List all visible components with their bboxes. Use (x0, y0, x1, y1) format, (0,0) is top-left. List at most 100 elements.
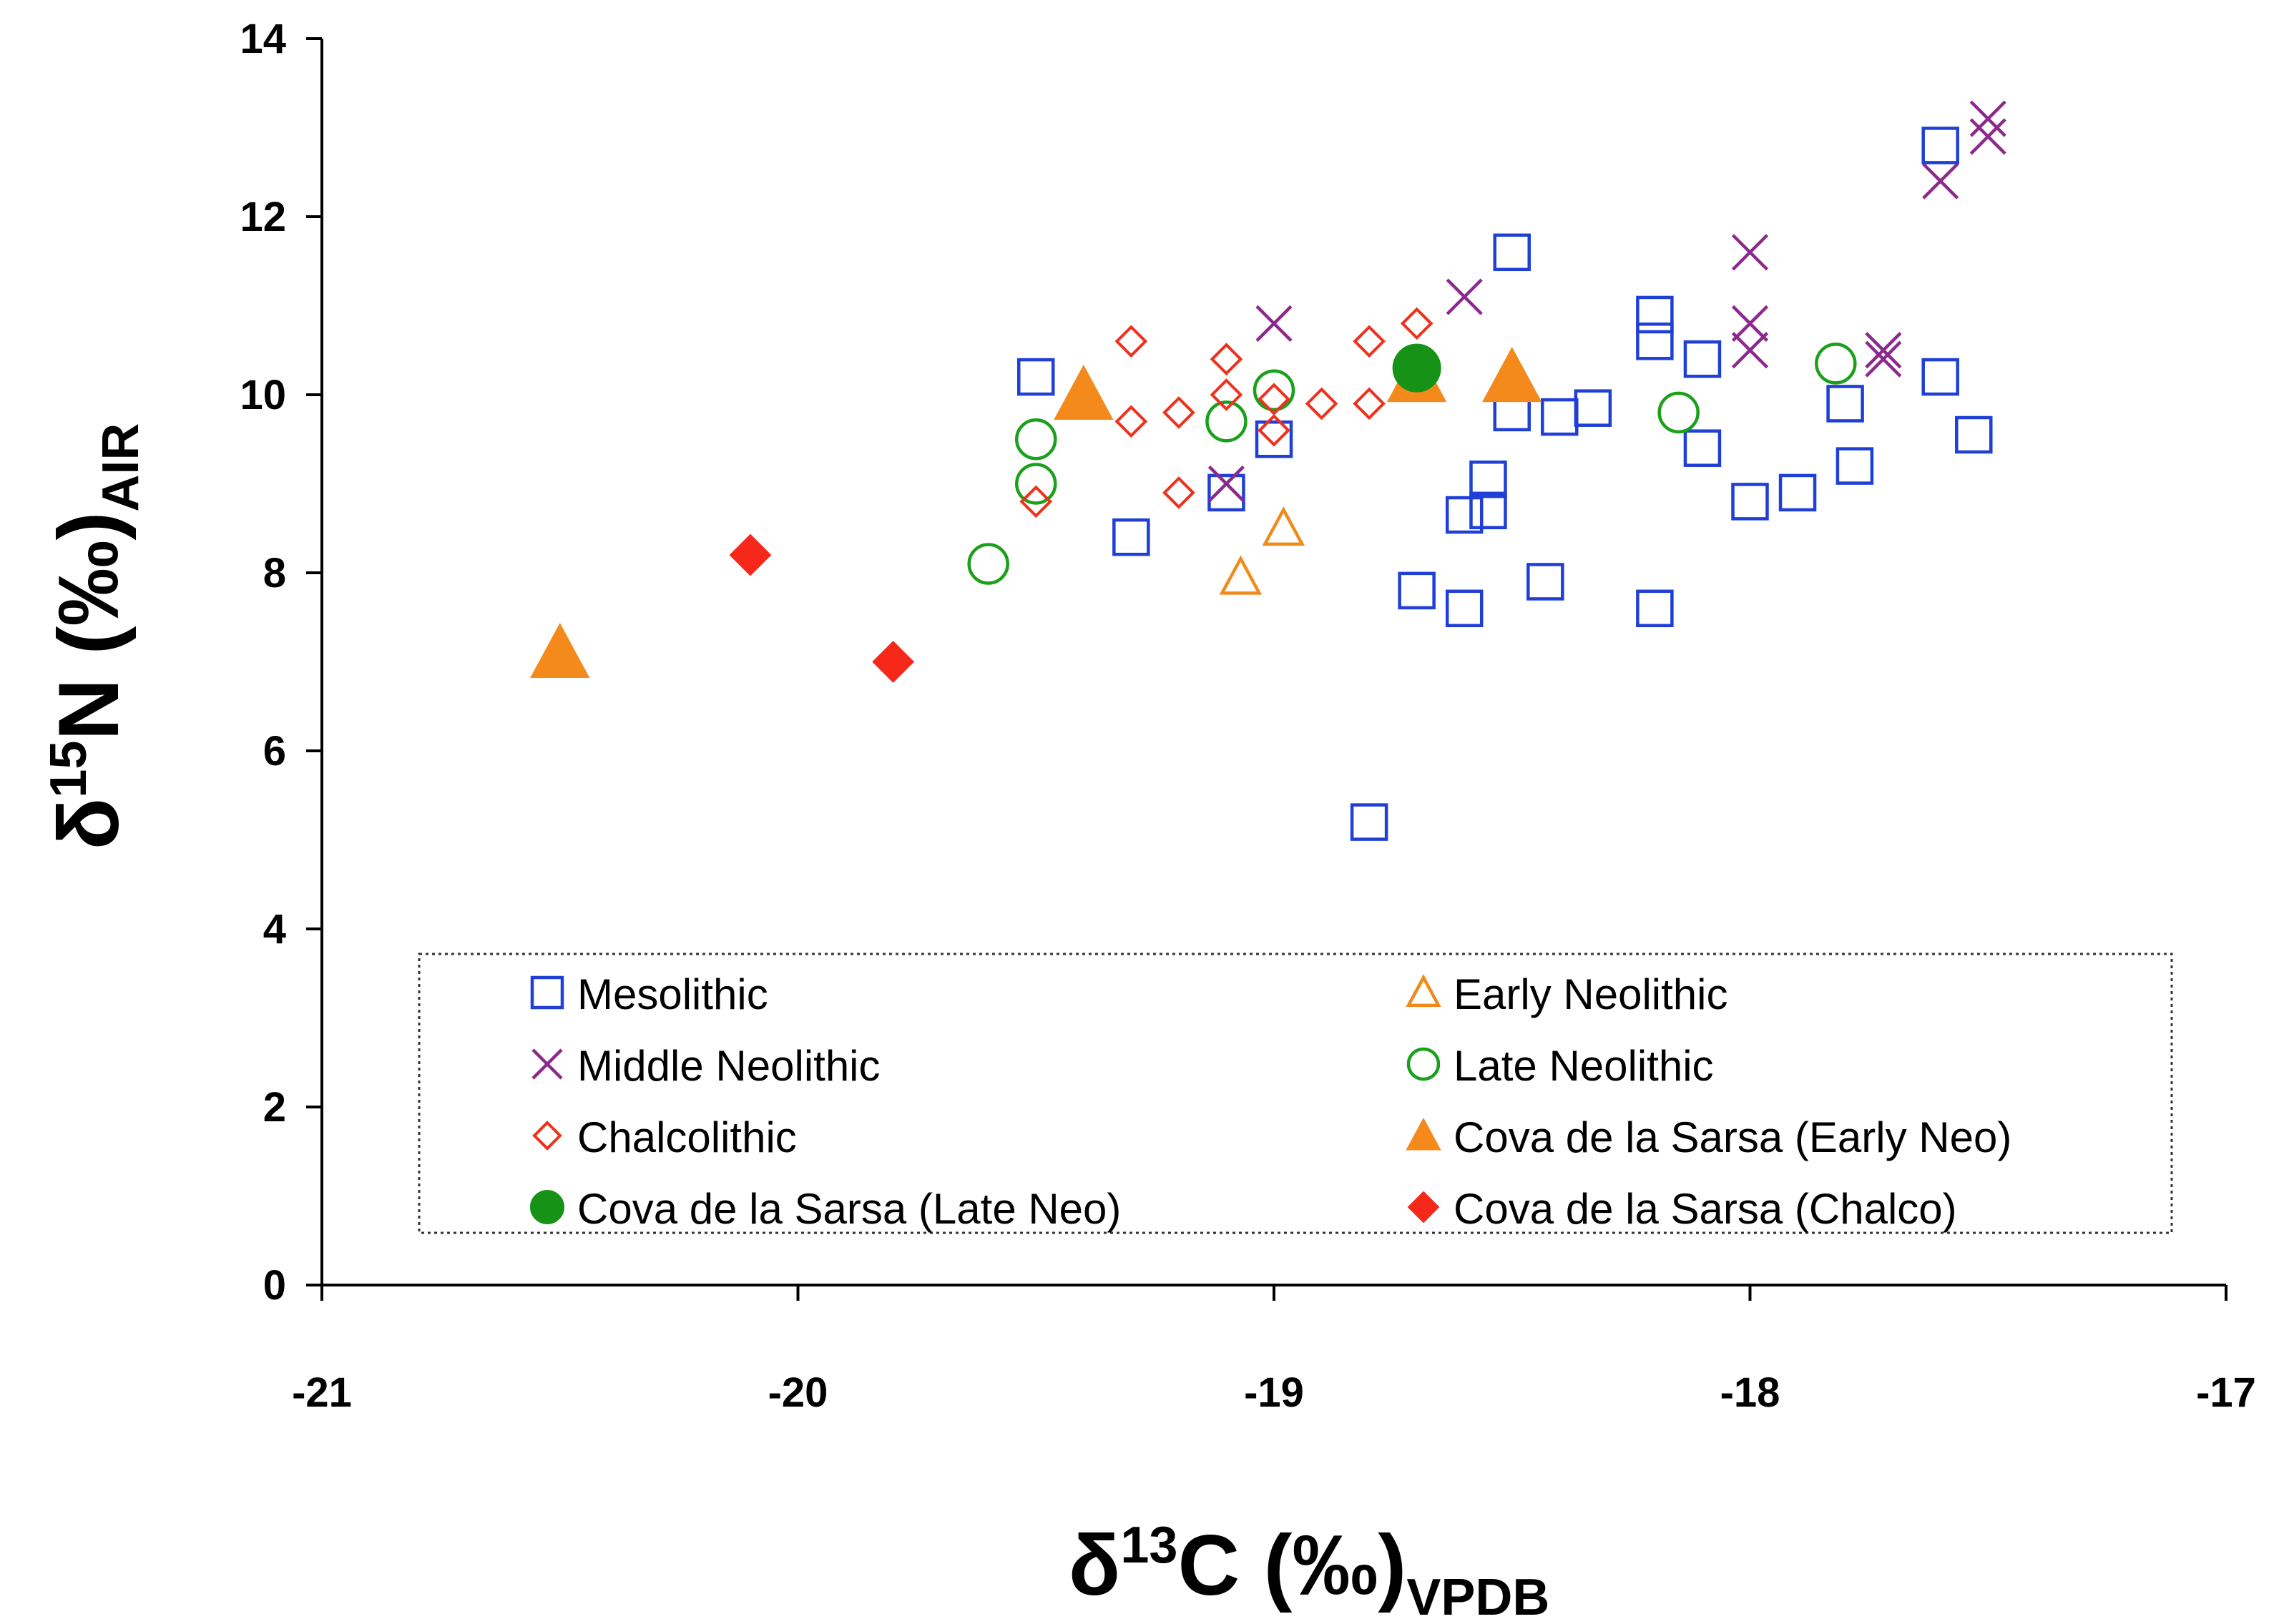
legend-box (418, 953, 2173, 1234)
y-tick-label: 4 (263, 906, 286, 953)
series-chalcolithic (1019, 307, 1433, 518)
data-point (1019, 485, 1053, 518)
x-tick-label: -18 (1720, 1369, 1780, 1416)
legend-label: Late Neolithic (1454, 1042, 1714, 1090)
data-point (1815, 343, 1857, 385)
y-tick-label: 0 (263, 1262, 286, 1309)
y-axis-title: δ15N (‰)AIR (40, 423, 150, 850)
series-middle-neolithic (1207, 100, 2006, 503)
data-point (1731, 305, 1769, 342)
data-point (1054, 364, 1114, 420)
y-tick-label: 14 (240, 16, 286, 62)
y-tick-label: 8 (263, 550, 286, 596)
data-point (1392, 343, 1441, 393)
data-point (1255, 305, 1293, 342)
data-point (1114, 325, 1148, 358)
x-axis-title-main: δ (1069, 1517, 1121, 1613)
legend-label: Cova de la Sarsa (Late Neo) (577, 1185, 1121, 1233)
legend-label: Mesolithic (577, 970, 768, 1018)
data-point (1969, 100, 2006, 137)
data-point (1921, 127, 1959, 164)
data-point (1162, 396, 1195, 429)
data-point (1482, 346, 1542, 403)
data-point (1210, 378, 1243, 411)
data-point (1731, 234, 1769, 271)
data-point (1731, 483, 1769, 521)
legend-entry: Cova de la Sarsa (Early Neo) (1406, 1113, 2011, 1161)
series-cova-de-la-sarsa-late-neo (1392, 343, 1441, 393)
series-cova-de-la-sarsa-chalco (729, 533, 915, 683)
x-axis-title-rest: C (‰) (1177, 1517, 1406, 1613)
data-point (1207, 473, 1245, 512)
legend-marker (531, 1048, 563, 1080)
data-point (1683, 429, 1722, 467)
data-point (1258, 413, 1290, 447)
data-point (1865, 332, 1902, 369)
legend-label: Chalcolithic (577, 1113, 797, 1161)
y-axis-title-sup: 15 (40, 741, 97, 798)
data-point (1400, 307, 1433, 340)
series-mesolithic (1017, 127, 1993, 841)
data-point (1835, 447, 1874, 485)
legend-marker (1406, 974, 1441, 1008)
data-point (1398, 571, 1436, 610)
legend-marker (1406, 1047, 1441, 1081)
legend-label: Middle Neolithic (577, 1042, 881, 1090)
axes: -21 -20 -19 -18 -17 0 2 4 6 8 10 12 14 (240, 16, 2255, 1416)
y-tick-label: 10 (240, 372, 286, 418)
data-point (1469, 491, 1507, 530)
data-point (1353, 325, 1386, 358)
legend-entry: Cova de la Sarsa (Chalco) (1407, 1185, 1957, 1233)
series-early-neolithic (1219, 506, 1305, 595)
data-point (1017, 358, 1055, 396)
data-point (1636, 323, 1674, 360)
legend-marker (1407, 1191, 1440, 1224)
data-point (1350, 803, 1388, 841)
data-point (530, 622, 590, 679)
y-tick-label: 12 (240, 194, 286, 240)
data-point (1255, 420, 1293, 458)
legend-marker (532, 1121, 562, 1151)
data-point (1205, 400, 1248, 443)
legend-entry: Cova de la Sarsa (Late Neo) (530, 1185, 1121, 1233)
legend-label: Early Neolithic (1454, 970, 1727, 1018)
data-point (1778, 473, 1817, 512)
data-point (1636, 295, 1674, 334)
series-late-neolithic (967, 343, 1857, 585)
data-point (1446, 278, 1483, 315)
data-point (1493, 233, 1531, 272)
legend-entry: Middle Neolithic (531, 1042, 881, 1090)
data-point (1207, 465, 1245, 503)
data-marks (530, 100, 2006, 841)
x-tick-label: -17 (2196, 1369, 2256, 1416)
data-point (1731, 332, 1769, 369)
data-point (1969, 118, 2006, 155)
legend-entry: Late Neolithic (1406, 1042, 1714, 1090)
data-point (1657, 391, 1700, 434)
legend-marker (530, 975, 564, 1010)
data-point (729, 533, 772, 576)
legend-label: Cova de la Sarsa (Chalco) (1454, 1185, 1957, 1233)
data-point (1922, 162, 1959, 200)
data-point (1574, 389, 1612, 427)
legend-marker (1406, 1117, 1441, 1151)
y-tick-label: 6 (263, 728, 286, 774)
x-tick-label: -21 (292, 1369, 352, 1416)
data-point (1526, 563, 1564, 601)
data-point (1305, 387, 1338, 420)
data-point (1445, 589, 1484, 628)
y-axis-title-sub: AIR (92, 423, 150, 512)
data-point (1162, 476, 1195, 509)
data-point (1541, 398, 1579, 436)
y-axis-title-rest: N (‰) (41, 512, 137, 741)
x-tick-label: -20 (768, 1369, 828, 1416)
y-tick-label: 2 (263, 1084, 286, 1131)
data-point (1921, 358, 1959, 396)
x-axis-title-sup: 13 (1120, 1517, 1177, 1574)
data-point (1955, 415, 1993, 454)
legend: Mesolithic Early Neolithic Middle Neolithi… (418, 953, 2173, 1234)
x-axis-title: δ13C (‰)VPDB (1069, 1517, 1550, 1620)
data-point (1015, 418, 1057, 461)
